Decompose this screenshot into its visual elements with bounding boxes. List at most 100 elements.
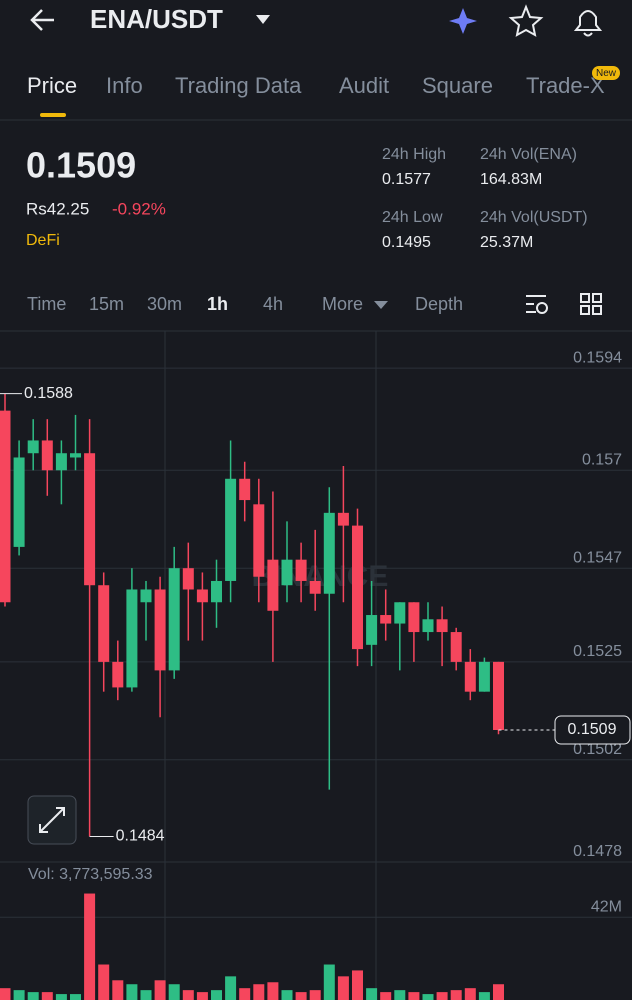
candle-body <box>253 504 265 577</box>
tab[interactable]: Price <box>27 73 77 98</box>
fiat-price: Rs42.25 <box>26 199 89 218</box>
tab[interactable]: Trade-X <box>526 73 605 98</box>
volume-bar <box>154 980 166 1000</box>
price-change: -0.92% <box>112 199 166 218</box>
stat-label: 24h Vol(USDT) <box>480 209 588 226</box>
candle-body <box>182 568 194 590</box>
high-marker-label: 0.1588 <box>24 385 73 402</box>
volume-bar <box>352 970 363 1000</box>
volume-bar <box>323 964 335 1000</box>
volume-bar <box>41 992 53 1000</box>
chart-settings-icon[interactable] <box>526 295 548 314</box>
candle-body <box>267 559 279 611</box>
interval[interactable]: 30m <box>147 294 182 314</box>
more-dropdown[interactable] <box>374 301 388 309</box>
volume-bar <box>211 990 222 1000</box>
new-badge-text: New <box>596 68 617 79</box>
volume-bar <box>140 990 152 1000</box>
candle-body <box>239 478 251 501</box>
volume-bar <box>168 984 180 1000</box>
candle-body <box>55 453 67 471</box>
y-tick-label: 0.1502 <box>573 741 622 758</box>
volume-bar <box>464 988 476 1000</box>
volume-bar <box>70 994 81 1000</box>
volume-bar <box>182 990 194 1000</box>
volume-tick-label: 42M <box>591 898 622 915</box>
stat-label: 24h High <box>382 146 446 163</box>
volume-bar <box>366 988 378 1000</box>
new-badge <box>592 66 620 80</box>
favorite-icon[interactable] <box>508 4 544 37</box>
candle-body <box>0 410 11 603</box>
ai-icon[interactable] <box>449 8 477 34</box>
tab[interactable]: Info <box>106 73 143 98</box>
candle-body <box>408 602 420 633</box>
y-tick-label: 0.157 <box>582 451 622 468</box>
layout-icon[interactable] <box>580 293 602 315</box>
category-tag[interactable]: DeFi <box>26 232 60 249</box>
stat-value: 164.83M <box>480 171 542 188</box>
volume-bar <box>295 992 307 1000</box>
interval[interactable]: 1h <box>207 294 228 314</box>
tab[interactable]: Square <box>422 73 493 98</box>
fullscreen-icon <box>39 807 65 833</box>
volume-bar <box>55 994 67 1000</box>
candle-body <box>422 619 434 633</box>
candle-body <box>323 512 335 594</box>
candle-body <box>27 440 39 454</box>
volume-bar <box>98 964 110 1000</box>
candle-body <box>394 602 406 624</box>
volume-label: Vol: 3,773,595.33 <box>28 866 153 883</box>
candle-body <box>337 512 349 526</box>
volume-bar <box>196 992 208 1000</box>
tab[interactable]: Audit <box>339 73 389 98</box>
volume-bar <box>478 992 490 1000</box>
candle-body <box>154 589 166 671</box>
low-marker-label: 0.1484 <box>116 828 165 845</box>
candle-body <box>225 478 237 581</box>
volume-bar <box>380 992 392 1000</box>
alert-icon[interactable] <box>573 10 603 37</box>
y-tick-label: 0.1478 <box>573 843 622 860</box>
candle-body <box>281 559 293 586</box>
back-button[interactable] <box>30 9 54 31</box>
interval[interactable]: Depth <box>415 294 463 314</box>
pair-dropdown[interactable] <box>256 15 270 24</box>
stat-value: 0.1577 <box>382 171 431 188</box>
candle-body <box>168 568 180 671</box>
candle-body <box>126 589 138 688</box>
volume-bar <box>436 992 448 1000</box>
interval[interactable]: 4h <box>263 294 283 314</box>
pair-title[interactable]: ENA/USDT <box>90 4 223 34</box>
interval[interactable]: More <box>322 294 363 314</box>
stat-label: 24h Low <box>382 209 443 226</box>
volume-bar <box>239 988 251 1000</box>
candle-body <box>98 585 110 662</box>
volume-bar <box>112 980 124 1000</box>
stat-value: 0.1495 <box>382 234 431 251</box>
volume-bar <box>408 992 420 1000</box>
candle-body <box>450 632 462 662</box>
candle-body <box>436 619 448 633</box>
candle-body <box>196 589 208 603</box>
candle-body <box>211 580 222 603</box>
y-tick-label: 0.1594 <box>573 349 622 366</box>
candle-body <box>84 453 96 586</box>
candle-body <box>295 559 307 581</box>
tab[interactable]: Trading Data <box>175 73 302 98</box>
candle-body <box>366 615 378 645</box>
volume-bar <box>337 976 349 1000</box>
volume-bar <box>394 990 406 1000</box>
candle-body <box>380 615 392 624</box>
volume-bar <box>126 984 138 1000</box>
volume-bar <box>281 990 293 1000</box>
volume-bar <box>422 994 434 1000</box>
candle-body <box>464 661 476 692</box>
interval[interactable]: 15m <box>89 294 124 314</box>
volume-bar <box>493 984 504 1000</box>
candle-body <box>41 440 53 471</box>
interval[interactable]: Time <box>27 294 66 314</box>
candle-body <box>478 661 490 692</box>
